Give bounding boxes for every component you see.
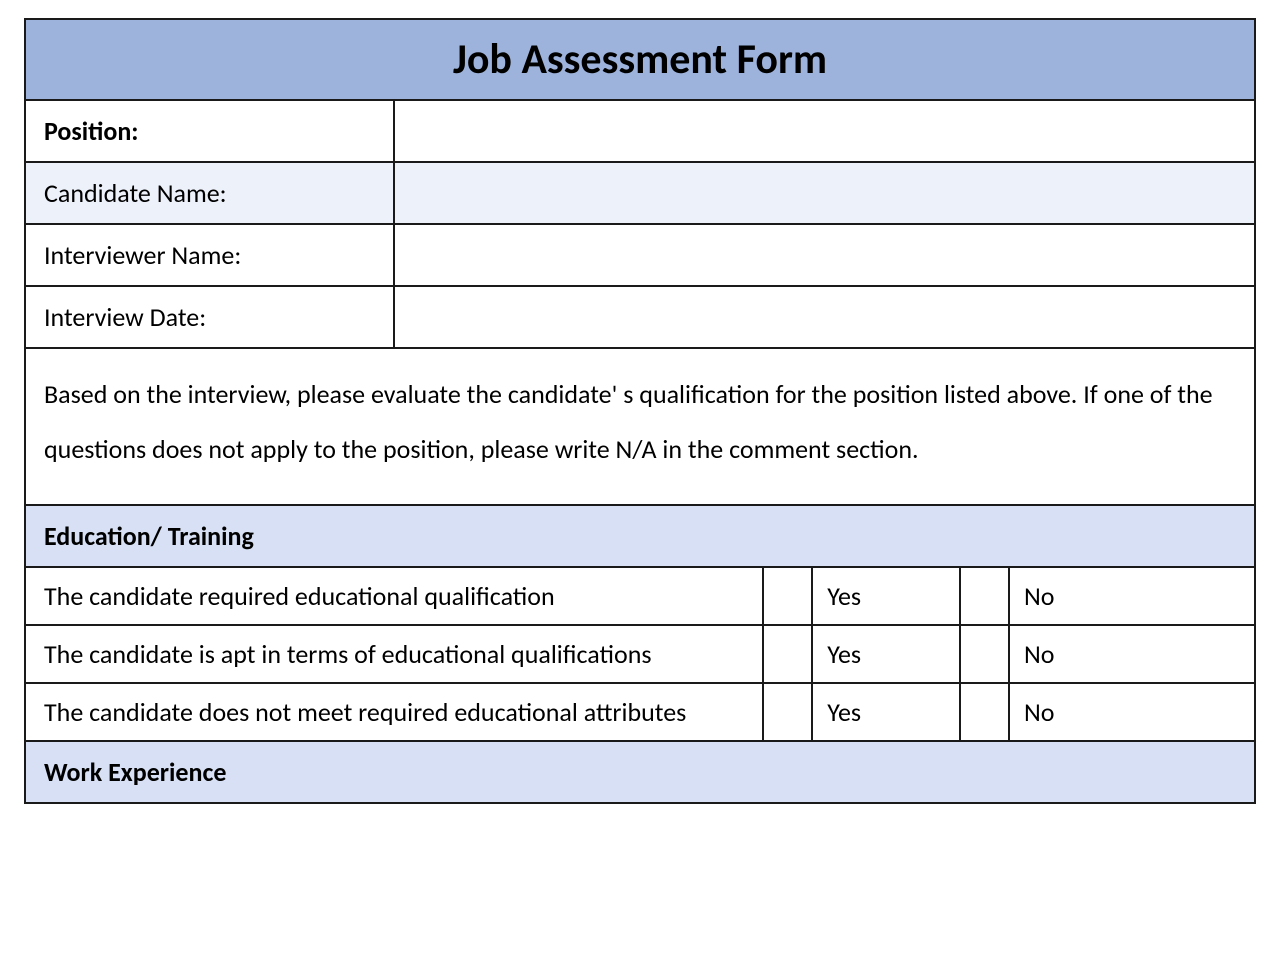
question-text: The candidate does not meet required edu… <box>25 683 763 741</box>
label-no: No <box>1009 683 1255 741</box>
title-row: Job Assessment Form <box>25 19 1255 100</box>
value-candidate-name[interactable] <box>394 162 1255 224</box>
label-yes: Yes <box>812 625 960 683</box>
checkbox-no[interactable] <box>960 683 1009 741</box>
checkbox-no[interactable] <box>960 625 1009 683</box>
value-interview-date[interactable] <box>394 286 1255 348</box>
label-no: No <box>1009 625 1255 683</box>
section-heading-work-experience: Work Experience <box>25 741 1255 803</box>
value-interviewer-name[interactable] <box>394 224 1255 286</box>
label-no: No <box>1009 567 1255 625</box>
label-yes: Yes <box>812 567 960 625</box>
checkbox-no[interactable] <box>960 567 1009 625</box>
label-interviewer-name: Interviewer Name: <box>25 224 394 286</box>
section-heading-education: Education/ Training <box>25 505 1255 567</box>
header-row-interviewer: Interviewer Name: <box>25 224 1255 286</box>
question-text: The candidate required educational quali… <box>25 567 763 625</box>
checkbox-yes[interactable] <box>763 625 812 683</box>
checkbox-yes[interactable] <box>763 683 812 741</box>
question-row: The candidate required educational quali… <box>25 567 1255 625</box>
question-row: The candidate is apt in terms of educati… <box>25 625 1255 683</box>
checkbox-yes[interactable] <box>763 567 812 625</box>
value-position[interactable] <box>394 100 1255 162</box>
label-interview-date: Interview Date: <box>25 286 394 348</box>
section-header-education: Education/ Training <box>25 505 1255 567</box>
label-candidate-name: Candidate Name: <box>25 162 394 224</box>
header-row-date: Interview Date: <box>25 286 1255 348</box>
question-row: The candidate does not meet required edu… <box>25 683 1255 741</box>
assessment-form-table: Job Assessment Form Position: Candidate … <box>24 18 1256 804</box>
question-text: The candidate is apt in terms of educati… <box>25 625 763 683</box>
header-row-position: Position: <box>25 100 1255 162</box>
page-container: Job Assessment Form Position: Candidate … <box>0 0 1280 960</box>
label-yes: Yes <box>812 683 960 741</box>
instructions-text: Based on the interview, please evaluate … <box>25 348 1255 505</box>
section-header-work-experience: Work Experience <box>25 741 1255 803</box>
label-position: Position: <box>25 100 394 162</box>
instructions-row: Based on the interview, please evaluate … <box>25 348 1255 505</box>
form-title: Job Assessment Form <box>25 19 1255 100</box>
header-row-candidate: Candidate Name: <box>25 162 1255 224</box>
